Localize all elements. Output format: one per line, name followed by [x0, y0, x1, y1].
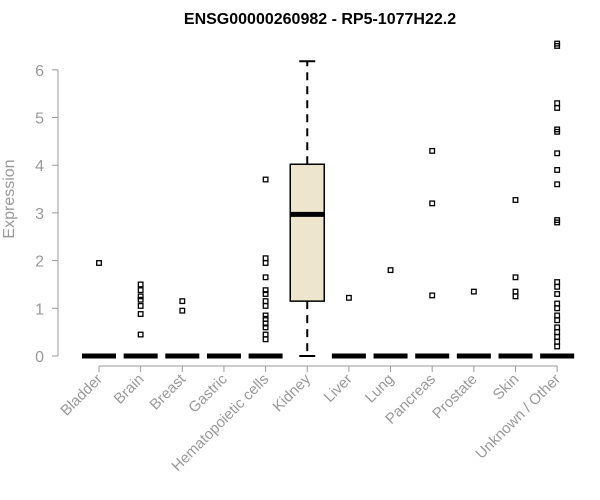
- box-hematopoietic-cells: [248, 176, 283, 359]
- outlier-point: [262, 255, 269, 262]
- outlier-point: [137, 281, 144, 288]
- box-brain: [123, 281, 158, 359]
- outlier-point: [554, 40, 561, 47]
- box-breast: [165, 298, 200, 359]
- box-skin: [498, 197, 533, 359]
- outlier-point: [429, 292, 436, 299]
- y-tick-label: 3: [35, 206, 44, 223]
- y-tick-label: 6: [35, 63, 44, 80]
- outlier-point: [470, 288, 477, 295]
- outlier-point: [137, 296, 144, 303]
- box-unknown-other: [540, 40, 575, 359]
- box-bladder: [82, 260, 116, 359]
- box-liver: [331, 294, 366, 359]
- outlier-point: [137, 287, 144, 294]
- outlier-point: [554, 324, 561, 331]
- outlier-point: [554, 338, 561, 345]
- x-tick-label: Breast: [146, 370, 189, 413]
- outlier-point: [96, 260, 102, 266]
- outlier-point: [554, 105, 561, 111]
- outlier-point: [137, 331, 144, 338]
- outlier-point: [554, 126, 561, 133]
- outlier-point: [262, 287, 269, 294]
- outlier-point: [262, 331, 269, 338]
- outlier-point: [345, 294, 352, 301]
- outlier-point: [554, 150, 561, 157]
- outlier-point: [554, 100, 561, 107]
- box-prostate: [456, 288, 491, 359]
- x-tick-label: Liver: [321, 371, 356, 406]
- outlier-point: [554, 329, 561, 336]
- x-tick-label: Lung: [362, 371, 398, 407]
- x-tick-label: Prostate: [429, 371, 481, 423]
- outlier-point: [262, 298, 269, 305]
- outlier-point: [262, 260, 269, 266]
- outlier-point: [137, 302, 144, 309]
- outlier-point: [512, 274, 519, 281]
- plot-area: [82, 40, 575, 359]
- chart-title: ENSG00000260982 - RP5-1077H22.2: [184, 11, 456, 28]
- x-tick-label: Skin: [490, 371, 523, 404]
- y-axis-label: Expression: [1, 159, 18, 238]
- x-tick-label: Bladder: [57, 371, 106, 420]
- outlier-point: [262, 302, 269, 309]
- box-pancreas: [415, 147, 450, 359]
- outlier-point: [512, 288, 519, 295]
- outlier-point: [554, 333, 561, 340]
- outlier-point: [554, 305, 561, 312]
- outlier-point: [137, 311, 144, 317]
- outlier-point: [554, 279, 561, 286]
- outlier-point: [262, 176, 269, 183]
- y-tick-label: 1: [35, 301, 44, 318]
- outlier-point: [262, 324, 269, 331]
- y-tick-label: 2: [35, 254, 44, 271]
- outlier-point: [179, 307, 186, 314]
- y-tick-label: 4: [35, 158, 44, 175]
- outlier-point: [262, 312, 269, 319]
- outlier-point: [262, 315, 269, 322]
- outlier-point: [387, 267, 394, 274]
- outlier-point: [429, 200, 436, 207]
- box-kidney: [289, 60, 325, 357]
- outlier-point: [512, 197, 519, 203]
- outlier-point: [554, 217, 561, 224]
- outlier-point: [137, 293, 144, 300]
- box-iqr: [289, 163, 325, 302]
- outlier-point: [179, 298, 186, 305]
- outlier-point: [262, 291, 269, 297]
- y-axis: 0 1 2 3 4 5 6: [35, 63, 59, 366]
- box-lung: [373, 267, 408, 359]
- outlier-point: [554, 312, 561, 319]
- outlier-point: [262, 336, 269, 343]
- outlier-point: [554, 291, 561, 297]
- outlier-point: [429, 147, 436, 154]
- outlier-point: [554, 167, 561, 173]
- outlier-point: [554, 300, 561, 307]
- outlier-point: [554, 317, 561, 324]
- outlier-point: [554, 283, 561, 290]
- outlier-point: [554, 181, 561, 188]
- outlier-point: [512, 293, 519, 300]
- outlier-point: [554, 343, 561, 350]
- outlier-point: [262, 274, 269, 281]
- y-tick-label: 0: [35, 349, 44, 366]
- y-tick-label: 5: [35, 111, 44, 128]
- x-tick-label: Kidney: [270, 370, 315, 415]
- x-tick-label: Brain: [111, 371, 148, 408]
